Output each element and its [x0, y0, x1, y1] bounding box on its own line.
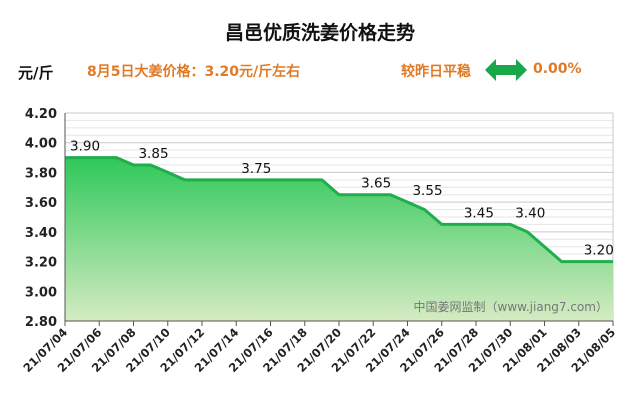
price-area [65, 156, 613, 321]
data-label: 3.40 [515, 205, 545, 221]
area-fill [65, 157, 613, 321]
double-arrow-icon [485, 59, 527, 81]
price-headline: 8月5日大姜价格：3.20元/斤左右 [87, 64, 301, 80]
y-axis-unit: 元/斤 [18, 64, 54, 82]
x-tick-labels: 21/07/0421/07/0621/07/0821/07/1021/07/12… [20, 321, 618, 375]
data-label: 3.75 [241, 161, 271, 177]
y-tick-label: 4.20 [25, 107, 57, 122]
trend-text: 较昨日平稳 [401, 64, 471, 80]
y-tick-labels: 2.80 3.00 3.20 3.40 3.60 3.80 4.00 4.20 [25, 107, 57, 330]
y-tick-label: 3.40 [25, 226, 57, 241]
data-label: 3.20 [584, 243, 614, 259]
data-labels: 3.90 3.85 3.75 3.65 3.55 3.45 3.40 3.20 [70, 139, 614, 259]
y-tick-label: 4.00 [25, 137, 57, 152]
y-tick-label: 3.80 [25, 166, 57, 181]
data-label: 3.85 [138, 146, 168, 162]
y-tick-label: 3.20 [25, 256, 57, 271]
y-tick-label: 3.60 [25, 196, 57, 211]
watermark: 中国姜网监制（www.jiang7.com） [414, 299, 608, 314]
data-label: 3.65 [361, 176, 391, 192]
y-tick-label: 3.00 [25, 285, 57, 300]
change-value: 0.00% [533, 61, 582, 77]
data-label: 3.45 [464, 205, 494, 221]
data-label: 3.90 [70, 139, 100, 155]
chart-title: 昌邑优质洗姜价格走势 [224, 22, 415, 44]
y-tick-label: 2.80 [25, 315, 57, 330]
data-label: 3.55 [412, 183, 442, 199]
series-line [65, 156, 613, 264]
